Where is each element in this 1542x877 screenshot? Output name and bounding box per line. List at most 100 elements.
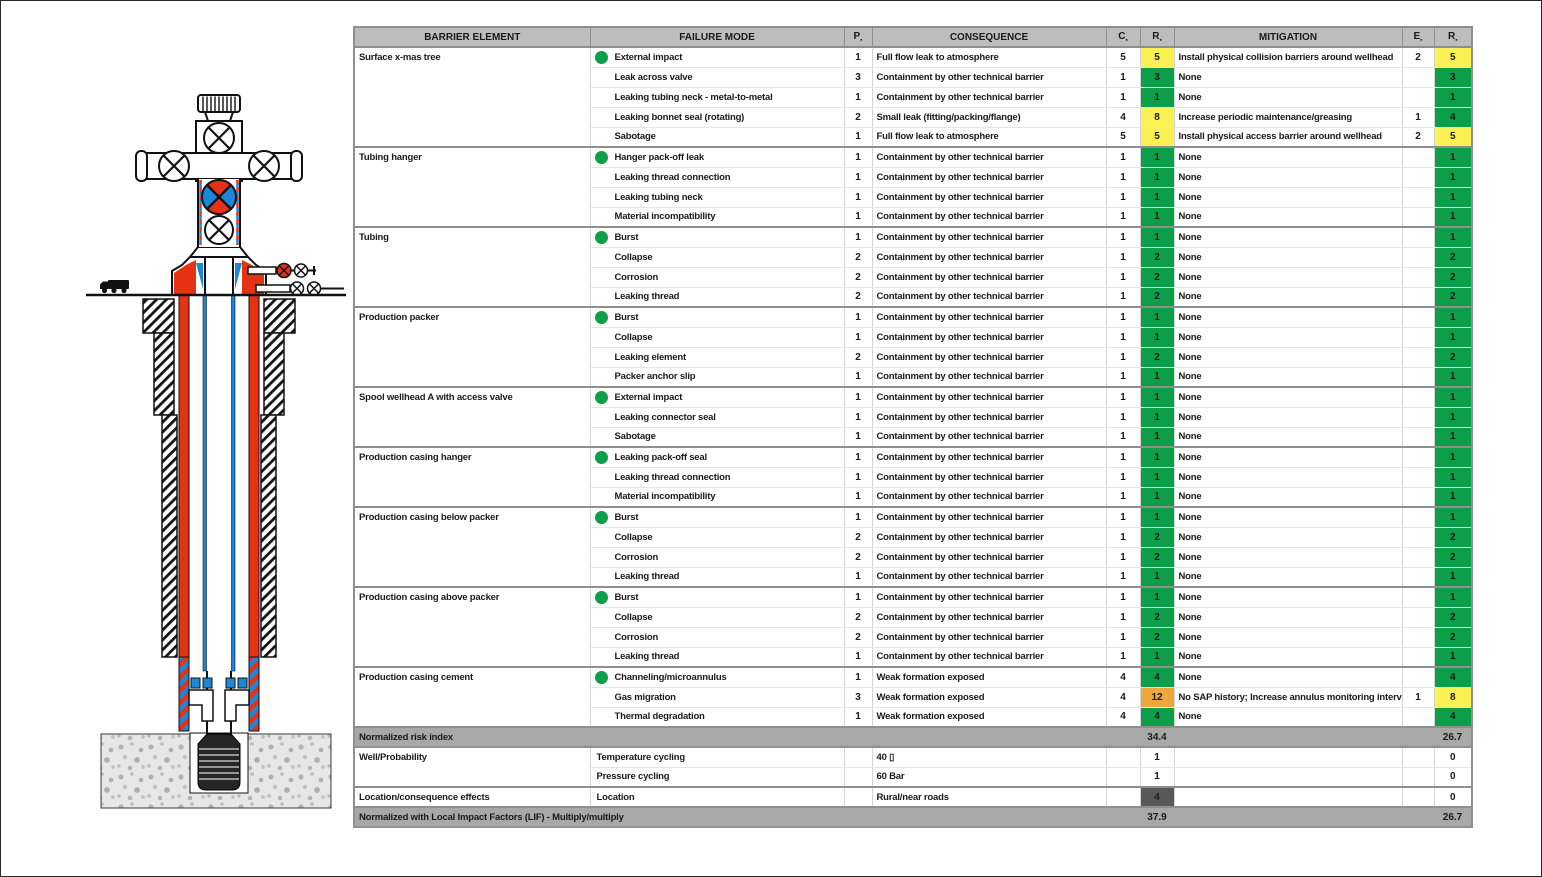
mitigation-effect-cell[interactable]: [1401, 287, 1434, 308]
risk-score-cell[interactable]: 1: [1139, 487, 1174, 508]
mitigated-risk-cell[interactable]: 1: [1433, 87, 1472, 108]
consequence-score-cell[interactable]: 1: [1105, 187, 1140, 208]
mitigated-risk-cell[interactable]: 2: [1433, 287, 1472, 308]
consequence-cell[interactable]: Containment by other technical barrier: [871, 647, 1106, 668]
probability-cell[interactable]: 2: [843, 247, 872, 268]
probability-cell[interactable]: 1: [843, 127, 872, 148]
failure-mode-cell[interactable]: Corrosion: [590, 547, 844, 568]
mitigation-effect-cell[interactable]: [1401, 87, 1434, 108]
consequence-cell[interactable]: Full flow leak to atmosphere: [871, 127, 1106, 148]
factor-name-cell[interactable]: Pressure cycling: [590, 767, 844, 788]
consequence-score-cell[interactable]: 1: [1105, 207, 1140, 228]
consequence-cell[interactable]: Containment by other technical barrier: [871, 247, 1106, 268]
consequence-cell[interactable]: Containment by other technical barrier: [871, 386, 1106, 408]
risk-score-cell[interactable]: 1: [1139, 146, 1174, 168]
mitigation-effect-cell[interactable]: [1401, 367, 1434, 388]
mitigation-effect-cell[interactable]: [1401, 407, 1434, 428]
mitigation-cell[interactable]: None: [1173, 547, 1402, 568]
normalized-risk-index-row-label[interactable]: Normalized risk index: [354, 726, 1140, 748]
failure-mode-cell[interactable]: Hanger pack-off leak: [589, 146, 844, 168]
consequence-score-cell[interactable]: 5: [1105, 46, 1140, 68]
consequence-cell[interactable]: Containment by other technical barrier: [871, 407, 1106, 428]
risk-score-cell[interactable]: 1: [1139, 506, 1174, 528]
mitigation-cell[interactable]: None: [1173, 146, 1402, 168]
consequence-score-cell[interactable]: 5: [1105, 127, 1140, 148]
barrier-element-cell[interactable]: Surface x-mas tree: [354, 46, 591, 148]
risk-score-cell[interactable]: 1: [1139, 367, 1174, 388]
probability-cell[interactable]: 1: [843, 187, 872, 208]
mitigation-effect-cell[interactable]: [1401, 666, 1434, 688]
probability-cell[interactable]: 1: [843, 226, 872, 248]
mitigation-cell[interactable]: None: [1173, 187, 1402, 208]
consequence-score-cell[interactable]: 4: [1105, 687, 1140, 708]
mitigated-risk-cell[interactable]: 8: [1433, 687, 1472, 708]
consequence-score-cell[interactable]: 1: [1105, 146, 1140, 168]
probability-cell[interactable]: 3: [843, 67, 872, 88]
failure-mode-cell[interactable]: External impact: [589, 46, 844, 68]
mitigated-risk-cell[interactable]: 4: [1433, 666, 1472, 688]
mitigated-risk-cell[interactable]: 2: [1433, 347, 1472, 368]
probability-cell[interactable]: 2: [843, 267, 872, 288]
mitigation-effect-cell[interactable]: 1: [1401, 107, 1434, 128]
mitigation-cell[interactable]: None: [1173, 607, 1402, 628]
mitigated-risk-cell[interactable]: 1: [1433, 506, 1472, 528]
mitigation-cell[interactable]: None: [1173, 427, 1402, 448]
barrier-element-cell[interactable]: Spool wellhead A with access valve: [354, 386, 591, 448]
failure-mode-cell[interactable]: Burst: [589, 586, 844, 608]
mitigation-effect-cell[interactable]: [1401, 786, 1434, 808]
probability-cell[interactable]: 1: [843, 306, 872, 328]
probability-cell[interactable]: [843, 786, 872, 808]
probability-cell[interactable]: 1: [843, 487, 872, 508]
normalized-lif-row-mitigated-total[interactable]: 26.7: [1434, 806, 1472, 828]
failure-mode-cell[interactable]: Burst: [589, 306, 844, 328]
mitigated-risk-cell[interactable]: 4: [1433, 107, 1472, 128]
mitigated-risk-cell[interactable]: 1: [1433, 446, 1472, 468]
mitigation-cell[interactable]: None: [1173, 666, 1402, 688]
mitigation-effect-cell[interactable]: [1401, 527, 1434, 548]
barrier-element-cell[interactable]: Tubing: [354, 226, 591, 308]
mitigation-cell[interactable]: None: [1173, 627, 1402, 648]
consequence-cell[interactable]: Containment by other technical barrier: [871, 146, 1106, 168]
risk-score-cell[interactable]: 3: [1139, 67, 1174, 88]
mitigation-effect-cell[interactable]: [1401, 226, 1434, 248]
mitigation-cell[interactable]: None: [1173, 586, 1402, 608]
failure-mode-cell[interactable]: Material incompatibility: [590, 207, 844, 228]
mitigation-cell[interactable]: None: [1173, 287, 1402, 308]
consequence-score-cell[interactable]: 1: [1105, 87, 1140, 108]
consequence-score-cell[interactable]: 1: [1105, 347, 1140, 368]
failure-mode-cell[interactable]: Collapse: [590, 607, 844, 628]
failure-mode-cell[interactable]: Leaking bonnet seal (rotating): [590, 107, 844, 128]
consequence-score-cell[interactable]: 4: [1105, 107, 1140, 128]
failure-mode-cell[interactable]: Channeling/microannulus: [589, 666, 844, 688]
failure-mode-cell[interactable]: Burst: [589, 226, 844, 248]
consequence-score-cell[interactable]: 1: [1105, 267, 1140, 288]
risk-score-cell[interactable]: 12: [1139, 687, 1174, 708]
factor-score-cell[interactable]: 1: [1139, 767, 1174, 788]
risk-score-cell[interactable]: 1: [1139, 586, 1174, 608]
risk-score-cell[interactable]: 2: [1139, 547, 1174, 568]
mitigation-effect-cell[interactable]: [1401, 427, 1434, 448]
factor-name-cell[interactable]: Temperature cycling: [589, 746, 844, 768]
consequence-score-cell[interactable]: 1: [1105, 386, 1140, 408]
mitigation-cell[interactable]: No SAP history; Increase annulus monitor…: [1173, 687, 1402, 708]
risk-score-cell[interactable]: 2: [1139, 287, 1174, 308]
mitigation-effect-cell[interactable]: [1401, 547, 1434, 568]
factor-value-cell[interactable]: 60 Bar: [871, 767, 1106, 788]
mitigation-cell[interactable]: None: [1173, 327, 1402, 348]
consequence-score-cell[interactable]: 1: [1105, 467, 1140, 488]
consequence-cell[interactable]: Containment by other technical barrier: [871, 67, 1106, 88]
failure-mode-cell[interactable]: Collapse: [590, 327, 844, 348]
consequence-cell[interactable]: Containment by other technical barrier: [871, 327, 1106, 348]
failure-mode-cell[interactable]: Leaking connector seal: [590, 407, 844, 428]
mitigation-cell[interactable]: [1173, 746, 1402, 768]
factor-value-cell[interactable]: 40 ▯: [871, 746, 1106, 768]
barrier-element-cell[interactable]: Production packer: [354, 306, 591, 388]
probability-cell[interactable]: 2: [843, 627, 872, 648]
failure-mode-cell[interactable]: Leaking tubing neck - metal-to-metal: [590, 87, 844, 108]
probability-cell[interactable]: [843, 767, 872, 788]
mitigated-risk-cell[interactable]: 2: [1433, 247, 1472, 268]
mitigation-cell[interactable]: None: [1173, 647, 1402, 668]
consequence-score-cell[interactable]: 4: [1105, 707, 1140, 728]
consequence-score-cell[interactable]: 1: [1105, 287, 1140, 308]
risk-score-cell[interactable]: 1: [1139, 467, 1174, 488]
